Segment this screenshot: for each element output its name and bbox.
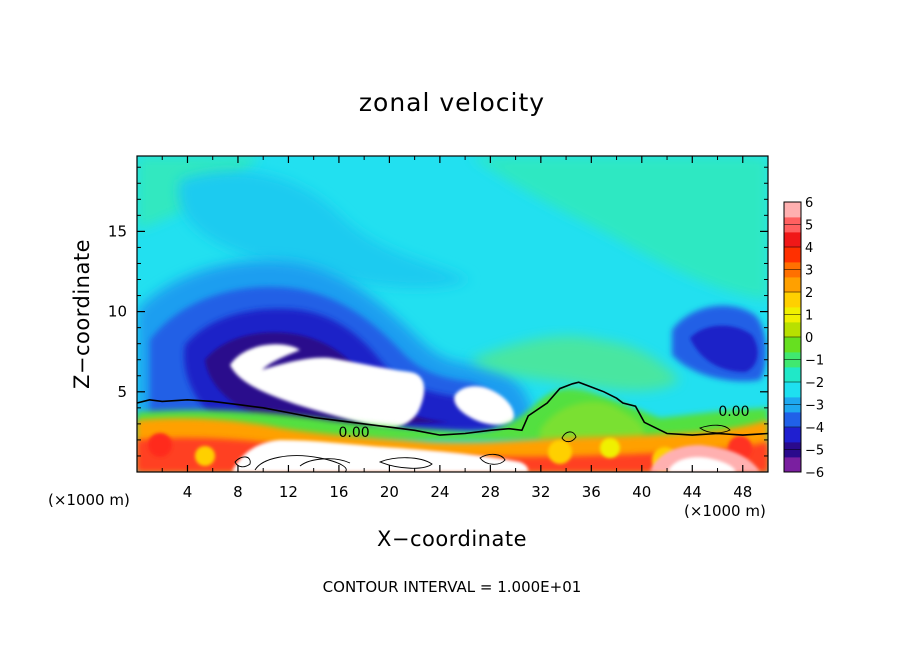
velocity-field [137,156,768,472]
colorbar-swatch [784,367,801,383]
x-tick-label: 12 [279,483,298,501]
colorbar-swatch [784,202,801,218]
colorbar-label: 0 [805,331,813,346]
x-tick-label: 20 [380,483,399,501]
chart-title: zonal velocity [358,88,546,117]
plot-frame [136,155,769,473]
colorbar-label: −5 [805,444,824,459]
y-tick-label: 5 [117,383,127,401]
colorbar-swatch [784,247,801,263]
colorbar-swatch [784,322,801,338]
colorbar-label: −2 [805,376,824,391]
colorbar-label: −1 [805,354,824,369]
contour-interval-note: CONTOUR INTERVAL = 1.000E+01 [322,578,582,596]
colorbar-label: −4 [805,421,824,436]
colorbar-label: 2 [805,286,813,301]
colorbar-label: 4 [805,241,813,256]
x-tick-label: 16 [329,483,348,501]
colorbar-swatch [784,412,801,428]
colorbar-swatch [784,457,801,473]
colorbar-swatch [784,427,801,443]
contour-label: 0.00 [718,404,749,420]
contour-labels: 0.00 0.00 [338,404,749,441]
x-tick-label: 36 [582,483,601,501]
colorbar-label: 3 [805,264,813,279]
y-tick-label: 10 [108,303,127,321]
colorbar-swatch [784,277,801,293]
colorbar-label: 1 [805,309,813,324]
colorbar-swatch [784,382,801,398]
x-tick-label: 28 [481,483,500,501]
x-tick-label: 24 [430,483,449,501]
colorbar-swatch [784,292,801,308]
colorbar-label: −3 [805,399,824,414]
y-tick-label: 15 [108,222,127,240]
x-axis-label: X−coordinate [377,527,527,551]
x-units-label-left: (×1000 m) [48,491,130,509]
x-tick-label: 48 [733,483,752,501]
colorbar-swatch [784,337,801,353]
y-axis: 5 10 15 [108,166,768,457]
x-tick-label: 32 [531,483,550,501]
x-tick-label: 40 [632,483,651,501]
colorbar: 6 5 4 3 2 1 0 −1 −2 −3 −4 −5 −6 [783,196,824,481]
colorbar-label: −6 [805,466,824,481]
contour-label: 0.00 [338,425,369,441]
x-units-label-right: (×1000 m) [684,502,766,520]
colorbar-swatch [784,232,801,248]
x-tick-label: 4 [183,483,193,501]
colorbar-label: 6 [805,196,813,211]
colorbar-label: 5 [805,219,813,234]
x-tick-label: 44 [683,483,702,501]
x-tick-label: 8 [233,483,243,501]
zero-contour-line [136,381,769,436]
x-axis: 4 8 12 16 20 24 28 32 36 40 44 48 [161,156,752,501]
